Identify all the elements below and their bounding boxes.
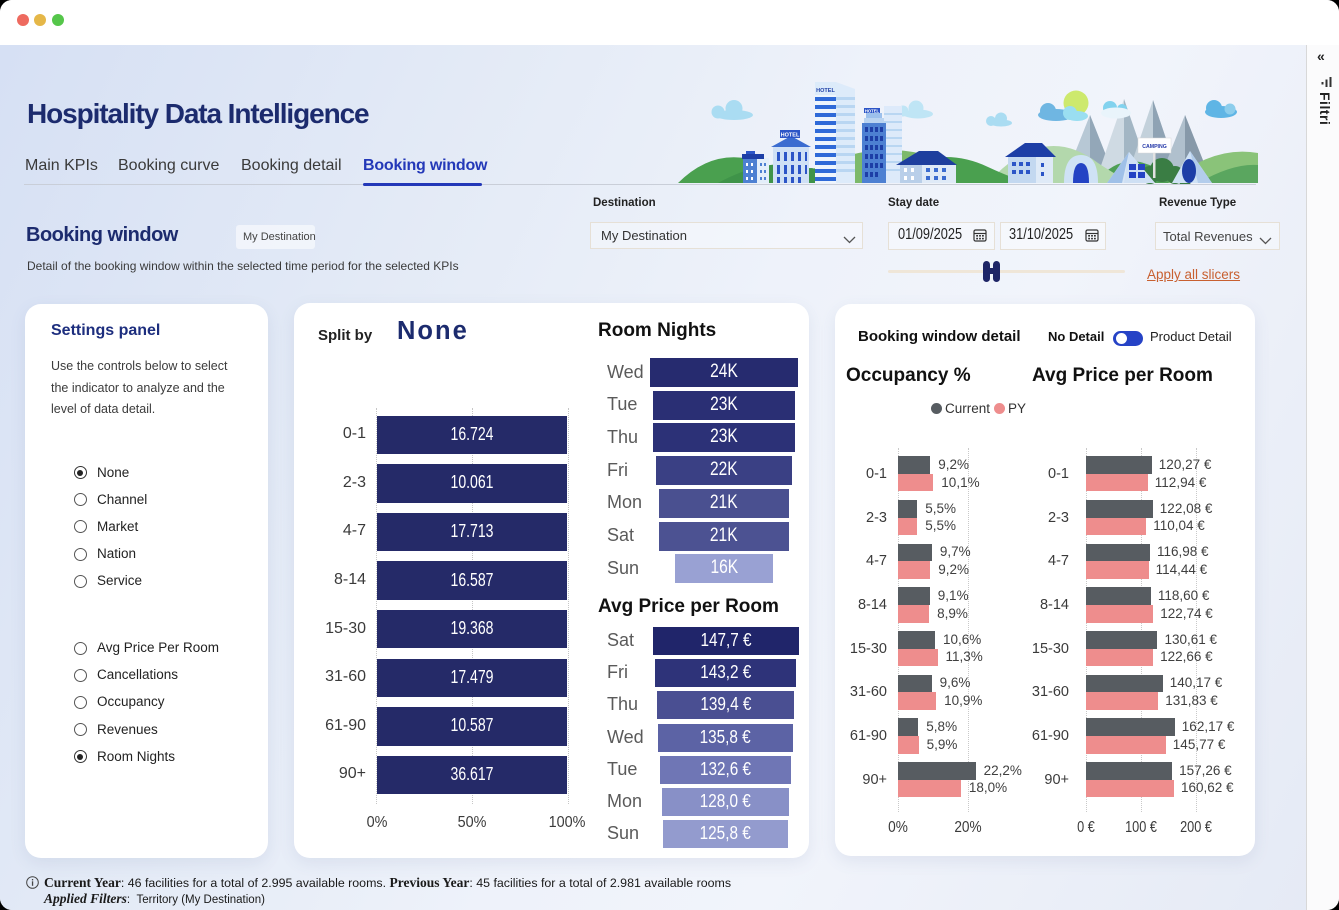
svg-text:HOTEL: HOTEL <box>865 108 880 113</box>
svg-text:CAMPING: CAMPING <box>1142 144 1167 150</box>
svg-text:HOTEL: HOTEL <box>816 88 835 94</box>
svg-text:HOTEL: HOTEL <box>781 133 800 139</box>
